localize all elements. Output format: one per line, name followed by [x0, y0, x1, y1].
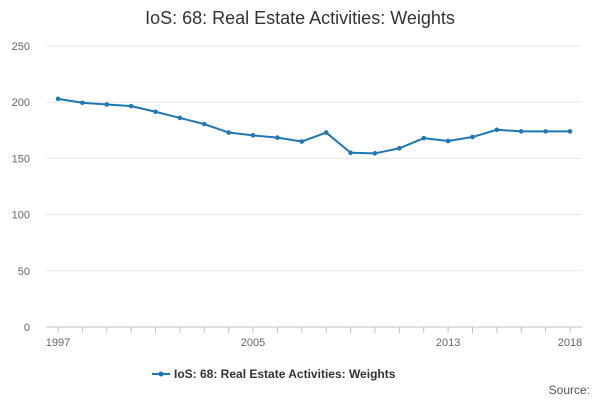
legend[interactable]: IoS: 68: Real Estate Activities: Weights [152, 367, 396, 381]
data-point-1998 [80, 100, 85, 106]
data-point-2009 [348, 150, 353, 156]
data-point-2007 [299, 139, 305, 144]
series-line-0 [57, 97, 570, 155]
source-label: Source: [549, 383, 590, 397]
x-axis [46, 326, 582, 333]
y-tick-label-200: 200 [12, 97, 30, 109]
data-point-2013 [445, 138, 451, 144]
data-point-2003 [201, 121, 207, 127]
data-point-2011 [397, 145, 402, 151]
y-tick-label-50: 50 [18, 266, 30, 278]
legend-point-marker [158, 371, 164, 377]
chart-title: IoS: 68: Real Estate Activities: Weights [145, 8, 455, 28]
data-point-2012 [421, 135, 427, 141]
data-point-2000 [128, 103, 134, 109]
data-point-2004 [226, 130, 231, 135]
y-axis-tick-labels: 0 50 100 150 200 250 [12, 41, 30, 334]
data-point-2018 [567, 129, 573, 134]
y-tick-label-0: 0 [24, 322, 30, 334]
x-tick-label-1997: 1997 [46, 337, 70, 349]
series-layer [55, 96, 573, 156]
data-point-1999 [104, 102, 110, 107]
data-point-2014 [470, 134, 475, 140]
y-tick-label-150: 150 [12, 153, 30, 165]
y-tick-label-250: 250 [12, 41, 30, 53]
data-point-2005 [250, 133, 256, 138]
y-tick-label-100: 100 [12, 210, 30, 222]
x-axis-tick-labels: 1997 2005 2013 2018 [46, 337, 582, 349]
data-point-2015 [494, 127, 500, 133]
data-point-1997 [55, 96, 61, 102]
data-point-2008 [323, 130, 329, 135]
gridlines [46, 45, 582, 272]
legend-label: IoS: 68: Real Estate Activities: Weights [174, 367, 396, 381]
data-point-2017 [543, 129, 548, 134]
data-point-2010 [372, 151, 378, 156]
data-point-2016 [518, 129, 524, 134]
x-tick-label-2005: 2005 [241, 337, 265, 349]
data-point-2006 [275, 135, 280, 140]
data-point-2001 [153, 109, 158, 115]
data-point-2002 [177, 115, 183, 121]
x-tick-label-2018: 2018 [558, 337, 582, 349]
x-tick-label-2013: 2013 [436, 337, 460, 349]
